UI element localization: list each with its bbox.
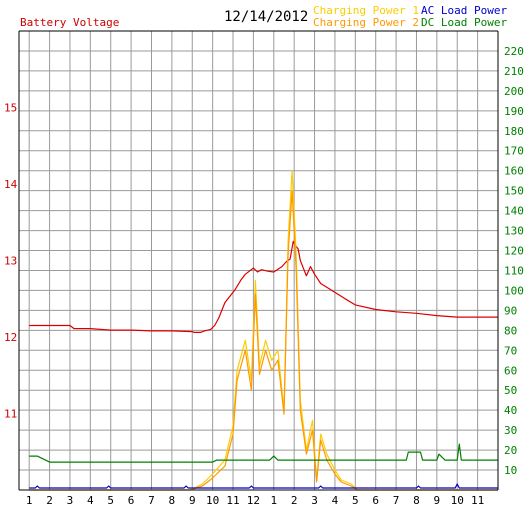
right-tick-label: 180 [504,125,524,138]
right-tick-label: 170 [504,145,524,158]
x-tick-label: 10 [206,494,219,507]
right-tick-label: 60 [504,364,517,377]
right-tick-label: 150 [504,185,524,198]
axes-layer [18,30,499,491]
dc-load-power-line [29,443,498,463]
x-tick-label: 7 [393,494,400,507]
right-tick-label: 40 [504,404,517,417]
right-tick-label: 200 [504,85,524,98]
x-tick-label: 3 [67,494,74,507]
right-tick-label: 30 [504,424,517,437]
right-tick-label: 160 [504,165,524,178]
x-tick-label: 11 [471,494,484,507]
x-tick-label: 4 [87,494,94,507]
right-tick-label: 80 [504,324,517,337]
x-tick-label: 11 [226,494,239,507]
legend-charging-power-1: Charging Power 1 [313,4,419,17]
x-tick-label: 9 [189,494,196,507]
battery-voltage-line [29,240,498,333]
x-tick-label: 1 [26,494,33,507]
right-tick-label: 190 [504,105,524,118]
legend-ac-load-power: AC Load Power [421,4,508,17]
left-tick-label: 14 [4,178,18,191]
right-tick-label: 210 [504,65,524,78]
series-layer [29,170,498,491]
right-tick-label: 120 [504,245,524,258]
x-tick-label: 5 [107,494,114,507]
left-tick-label: 15 [4,102,17,115]
right-tick-label: 140 [504,205,524,218]
right-tick-label: 50 [504,384,517,397]
x-tick-label: 5 [352,494,359,507]
x-tick-label: 12 [247,494,260,507]
chart-date: 12/14/2012 [224,9,309,25]
x-tick-label: 2 [291,494,298,507]
battery-voltage-title: Battery Voltage [20,16,120,29]
charging-power-2-line [29,190,498,491]
grid [19,31,498,490]
right-tick-label: 110 [504,264,524,277]
x-tick-label: 6 [372,494,379,507]
ac-load-power-line [29,483,498,489]
x-tick-label: 6 [128,494,135,507]
x-tick-label: 8 [169,494,176,507]
x-tick-label: 7 [148,494,155,507]
right-tick-label: 220 [504,45,524,58]
right-tick-label: 20 [504,444,517,457]
right-tick-label: 90 [504,304,517,317]
right-tick-label: 130 [504,225,524,238]
left-tick-label: 12 [4,331,17,344]
left-tick-label: 13 [4,255,17,268]
right-tick-label: 10 [504,464,517,477]
legend-dc-load-power: DC Load Power [421,16,508,29]
x-tick-label: 2 [46,494,53,507]
x-tick-label: 4 [332,494,339,507]
tick-labels: 1 2 3 4 5 6 7 8 9 10 11 12 1 2 3 4 5 6 7 8 9 10 11111213141510… [4,45,524,507]
x-tick-label: 9 [434,494,441,507]
left-tick-label: 11 [4,408,17,421]
right-tick-label: 100 [504,284,524,297]
x-tick-label: 10 [451,494,464,507]
legend-charging-power-2: Charging Power 2 [313,16,419,29]
x-tick-label: 1 [270,494,277,507]
right-tick-label: 70 [504,344,517,357]
x-tick-label: 3 [311,494,318,507]
x-tick-label: 8 [413,494,420,507]
